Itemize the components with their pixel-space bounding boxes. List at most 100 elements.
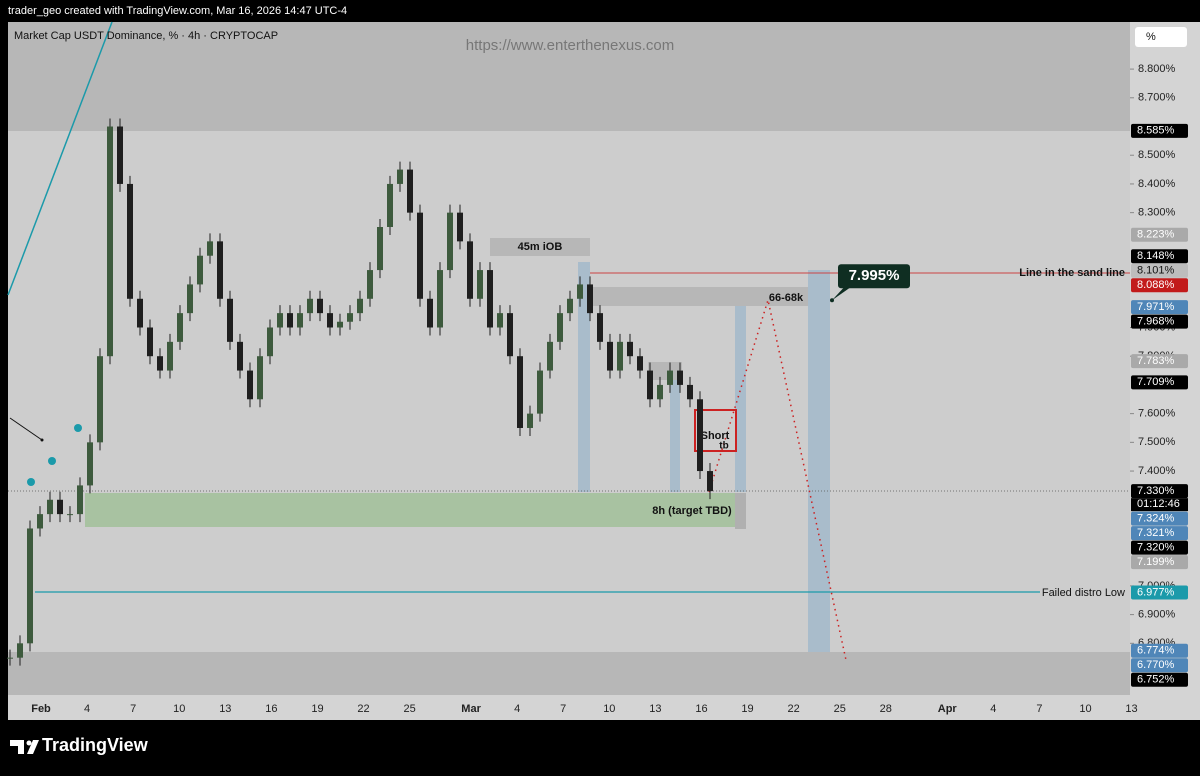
x-tick-label: 13 xyxy=(219,703,231,715)
supply-zone xyxy=(8,22,1130,131)
candle-body xyxy=(557,313,563,342)
price-tag xyxy=(1131,511,1188,526)
candle-body xyxy=(407,169,413,213)
candle-body xyxy=(587,284,593,314)
price-tag-label: 7.709% xyxy=(1137,376,1175,388)
candle-body xyxy=(537,370,543,414)
price-tag-label: 8.585% xyxy=(1137,125,1175,137)
candle-body xyxy=(607,341,613,371)
price-tag-label: 6.770% xyxy=(1137,659,1175,671)
scale-button[interactable] xyxy=(1135,27,1187,47)
candle-body xyxy=(207,241,213,256)
x-tick-label: 16 xyxy=(265,703,277,715)
candle-body xyxy=(147,327,153,357)
price-tag xyxy=(1131,123,1188,138)
x-tick-label: 19 xyxy=(311,703,323,715)
y-tick-label: 6.900% xyxy=(1138,609,1176,621)
price-tag xyxy=(1131,278,1188,293)
price-tag xyxy=(1131,585,1188,600)
candle-body xyxy=(507,313,513,357)
price-tag-label: 7.783% xyxy=(1137,355,1175,367)
logo-text: TradingView xyxy=(42,735,149,755)
candle-body xyxy=(7,657,13,659)
candle-body xyxy=(457,212,463,242)
small-box xyxy=(648,362,682,380)
callout-label: 7.995% xyxy=(849,267,900,284)
price-tag-label: 7.971% xyxy=(1137,301,1175,313)
price-tag-label: 8.223% xyxy=(1137,229,1175,241)
marker xyxy=(48,457,56,465)
candle-body xyxy=(447,212,453,271)
candle-body xyxy=(17,643,23,658)
candle-body xyxy=(387,183,393,228)
pointer-line xyxy=(9,417,43,441)
candle-body xyxy=(567,298,573,314)
candle-body xyxy=(667,370,673,385)
candle-body xyxy=(307,298,313,314)
candle-body xyxy=(157,356,163,371)
candle-body xyxy=(477,270,483,299)
candle-body xyxy=(617,341,623,371)
y-tick-label: 8.700% xyxy=(1138,92,1176,104)
price-tag-label: 8.088% xyxy=(1137,279,1175,291)
x-tick-label: 10 xyxy=(173,703,185,715)
x-tick-label: 4 xyxy=(84,703,90,715)
x-tick-label: Mar xyxy=(461,703,481,715)
symbol-label: Market Cap USDT Dominance, % · 4h · CRYP… xyxy=(14,30,278,42)
candle-body xyxy=(227,298,233,342)
candle-body xyxy=(657,384,663,400)
x-tick-label: 16 xyxy=(695,703,707,715)
price-tag xyxy=(1131,672,1188,687)
candle-body xyxy=(517,356,523,428)
price-tag-label: 8.101% xyxy=(1137,265,1175,277)
sand-line-label: Line in the sand line xyxy=(1019,267,1125,279)
price-tag xyxy=(1131,658,1188,673)
price-tag-label: 6.977% xyxy=(1137,586,1175,598)
range-bar xyxy=(735,306,746,492)
candle-body xyxy=(467,241,473,299)
price-tag xyxy=(1131,300,1188,315)
price-tag xyxy=(1131,375,1188,390)
candle-body xyxy=(627,341,633,357)
countdown-label: 01:12:46 xyxy=(1137,498,1180,510)
price-tag-label: 7.321% xyxy=(1137,527,1175,539)
candle-body xyxy=(37,514,43,529)
iob-box xyxy=(490,238,590,256)
price-tag-label: 7.330% xyxy=(1137,485,1175,497)
candle-body xyxy=(167,341,173,371)
short-box xyxy=(694,409,737,452)
y-tick-label: 8.400% xyxy=(1138,178,1176,190)
price-tag-label: 7.199% xyxy=(1137,556,1175,568)
candle-body xyxy=(197,255,203,285)
iob-label: 45m iOB xyxy=(518,241,563,253)
target-box xyxy=(590,287,830,306)
candle-body xyxy=(417,212,423,299)
x-tick-label: 22 xyxy=(357,703,369,715)
pointer-dot xyxy=(40,438,44,442)
price-tag-label: 7.968% xyxy=(1137,316,1175,328)
candle-body xyxy=(277,313,283,328)
x-tick-label: 13 xyxy=(649,703,661,715)
x-tick-label: 4 xyxy=(514,703,520,715)
short-label: Short xyxy=(701,430,730,442)
candle-body xyxy=(327,313,333,328)
price-tag-label: 7.320% xyxy=(1137,542,1175,554)
x-tick-label: 22 xyxy=(788,703,800,715)
candle-body xyxy=(677,370,683,385)
candle-body xyxy=(687,384,693,400)
candle-body xyxy=(67,514,73,516)
demand-zone xyxy=(8,652,1130,695)
price-tag xyxy=(1131,263,1188,278)
candle-body xyxy=(27,528,33,644)
price-tag xyxy=(1131,484,1188,499)
candle-body xyxy=(347,313,353,322)
x-tick-label: 10 xyxy=(603,703,615,715)
scale-button-label[interactable]: % xyxy=(1146,31,1156,43)
candle-body xyxy=(137,298,143,328)
candle-body xyxy=(547,341,553,371)
y-tick-label: 8.500% xyxy=(1138,149,1176,161)
candle-body xyxy=(367,270,373,299)
marker xyxy=(74,424,82,432)
